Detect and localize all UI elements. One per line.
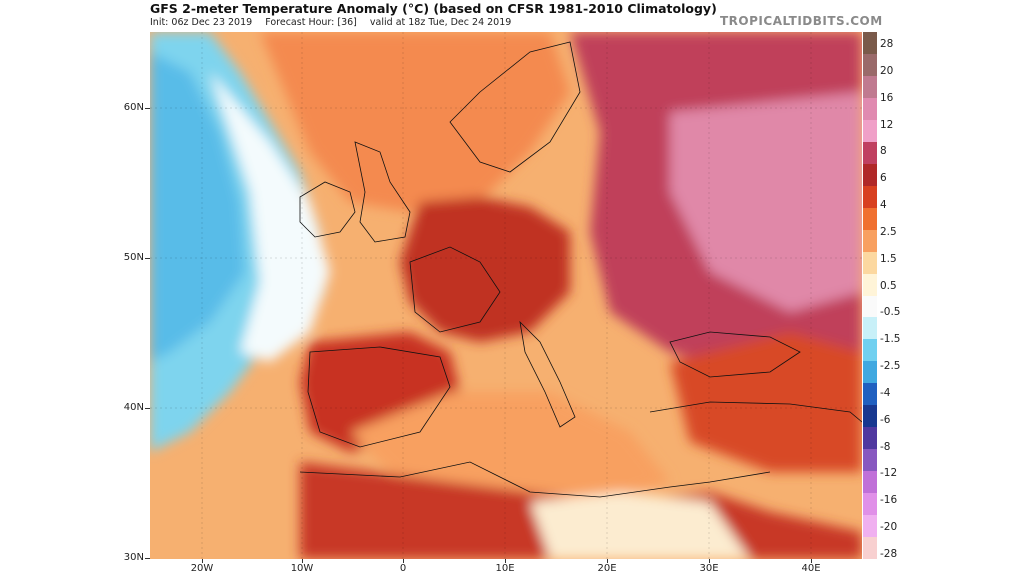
lon-label-30e: 30E bbox=[699, 563, 719, 574]
lon-tick bbox=[202, 559, 203, 563]
colorbar-segment bbox=[863, 141, 877, 165]
lon-tick bbox=[811, 559, 812, 563]
lon-tick bbox=[709, 559, 710, 563]
colorbar-segment bbox=[863, 53, 877, 77]
colorbar-label: -28 bbox=[880, 548, 898, 560]
map-canvas bbox=[150, 32, 862, 559]
neutral-band bbox=[210, 72, 330, 362]
coastlines bbox=[299, 41, 862, 498]
lat-label-60n: 60N bbox=[123, 102, 144, 113]
colorbar-label: -4 bbox=[880, 386, 891, 399]
turkey-coast bbox=[649, 401, 862, 423]
colorbar-label: 0.5 bbox=[880, 279, 897, 292]
lon-label-0: 0 bbox=[399, 563, 407, 574]
ireland-coast bbox=[299, 181, 356, 238]
colorbar-label: 8 bbox=[880, 145, 887, 158]
colorbar-segment bbox=[863, 32, 877, 55]
lat-tick bbox=[145, 258, 150, 259]
lon-label-20w: 20W bbox=[190, 563, 214, 574]
colorbar-segment bbox=[863, 163, 877, 187]
colorbar-segment bbox=[863, 317, 877, 340]
italy-coast bbox=[519, 320, 576, 428]
cold-core-atlantic bbox=[150, 52, 245, 362]
lon-tick bbox=[403, 559, 404, 563]
lat-label-30n: 30N bbox=[123, 552, 144, 563]
scandinavia-coast bbox=[449, 41, 581, 173]
russia-warm-core bbox=[670, 92, 862, 312]
colorbar-label: -20 bbox=[880, 521, 898, 534]
colorbar-segment bbox=[863, 97, 877, 121]
colorbar-segment bbox=[863, 119, 877, 143]
colorbar-segment bbox=[863, 493, 877, 516]
colorbar bbox=[863, 32, 877, 560]
colorbar-segment bbox=[863, 515, 877, 538]
lon-label-10w: 10W bbox=[290, 563, 314, 574]
iberia-coast bbox=[307, 346, 451, 448]
colorbar-label: 20 bbox=[880, 64, 894, 77]
map-subtitle: Init: 06z Dec 23 2019 Forecast Hour: [36… bbox=[150, 17, 521, 28]
colorbar-label: 2.5 bbox=[880, 225, 897, 238]
lat-tick bbox=[145, 408, 150, 409]
lon-label-10e: 10E bbox=[495, 563, 515, 574]
mediterranean-anomaly bbox=[350, 392, 670, 502]
colorbar-segment bbox=[863, 471, 877, 494]
colorbar-label: 4 bbox=[880, 199, 887, 212]
colorbar-segment bbox=[863, 229, 877, 253]
colorbar-label: 12 bbox=[880, 118, 894, 131]
lat-label-50n: 50N bbox=[123, 252, 144, 263]
lat-label-40n: 40N bbox=[123, 402, 144, 413]
colorbar-segment bbox=[863, 339, 877, 362]
colorbar-label: 28 bbox=[880, 38, 894, 50]
init-time: Init: 06z Dec 23 2019 bbox=[150, 17, 253, 28]
turkey-anomaly bbox=[670, 332, 862, 472]
colorbar-segment bbox=[863, 361, 877, 384]
lon-tick bbox=[302, 559, 303, 563]
britain-coast bbox=[354, 141, 411, 243]
brand-watermark: TROPICALTIDBITS.COM bbox=[720, 14, 883, 28]
anomaly-map bbox=[150, 32, 862, 559]
colorbar-label: -12 bbox=[880, 467, 898, 480]
libya-neutral bbox=[530, 492, 750, 559]
colorbar-segment bbox=[863, 405, 877, 428]
lat-tick bbox=[145, 558, 150, 559]
colorbar-label: -1.5 bbox=[880, 333, 901, 346]
colorbar-segment bbox=[863, 75, 877, 99]
colorbar-segment bbox=[863, 537, 877, 560]
map-title: GFS 2-meter Temperature Anomaly (°C) (ba… bbox=[150, 1, 717, 16]
graticule bbox=[150, 32, 862, 559]
colorbar-segment bbox=[863, 383, 877, 406]
colorbar-label: 6 bbox=[880, 172, 887, 185]
colorbar-label: -8 bbox=[880, 440, 891, 453]
colorbar-label: 1.5 bbox=[880, 252, 897, 265]
colorbar-label: 16 bbox=[880, 91, 894, 104]
africa-coast bbox=[299, 461, 771, 498]
lat-tick bbox=[145, 108, 150, 109]
colorbar-segment bbox=[863, 449, 877, 472]
colorbar-segment bbox=[863, 207, 877, 231]
north-sea-anomaly bbox=[260, 32, 570, 212]
colorbar-segment bbox=[863, 273, 877, 296]
lon-tick bbox=[607, 559, 608, 563]
lon-tick bbox=[505, 559, 506, 563]
valid-time: valid at 18z Tue, Dec 24 2019 bbox=[369, 17, 512, 28]
colorbar-label: -0.5 bbox=[880, 306, 901, 319]
forecast-hour: Forecast Hour: [36] bbox=[265, 17, 357, 28]
colorbar-segment bbox=[863, 251, 877, 275]
colorbar-label: -16 bbox=[880, 494, 898, 507]
france-coast bbox=[409, 246, 501, 333]
colorbar-label: -2.5 bbox=[880, 360, 901, 373]
black-sea-coast bbox=[669, 331, 801, 378]
colorbar-label: -6 bbox=[880, 413, 891, 426]
colorbar-segment bbox=[863, 185, 877, 209]
colorbar-segment bbox=[863, 427, 877, 450]
lon-label-40e: 40E bbox=[801, 563, 821, 574]
colorbar-segment bbox=[863, 295, 877, 318]
lon-label-20e: 20E bbox=[597, 563, 617, 574]
